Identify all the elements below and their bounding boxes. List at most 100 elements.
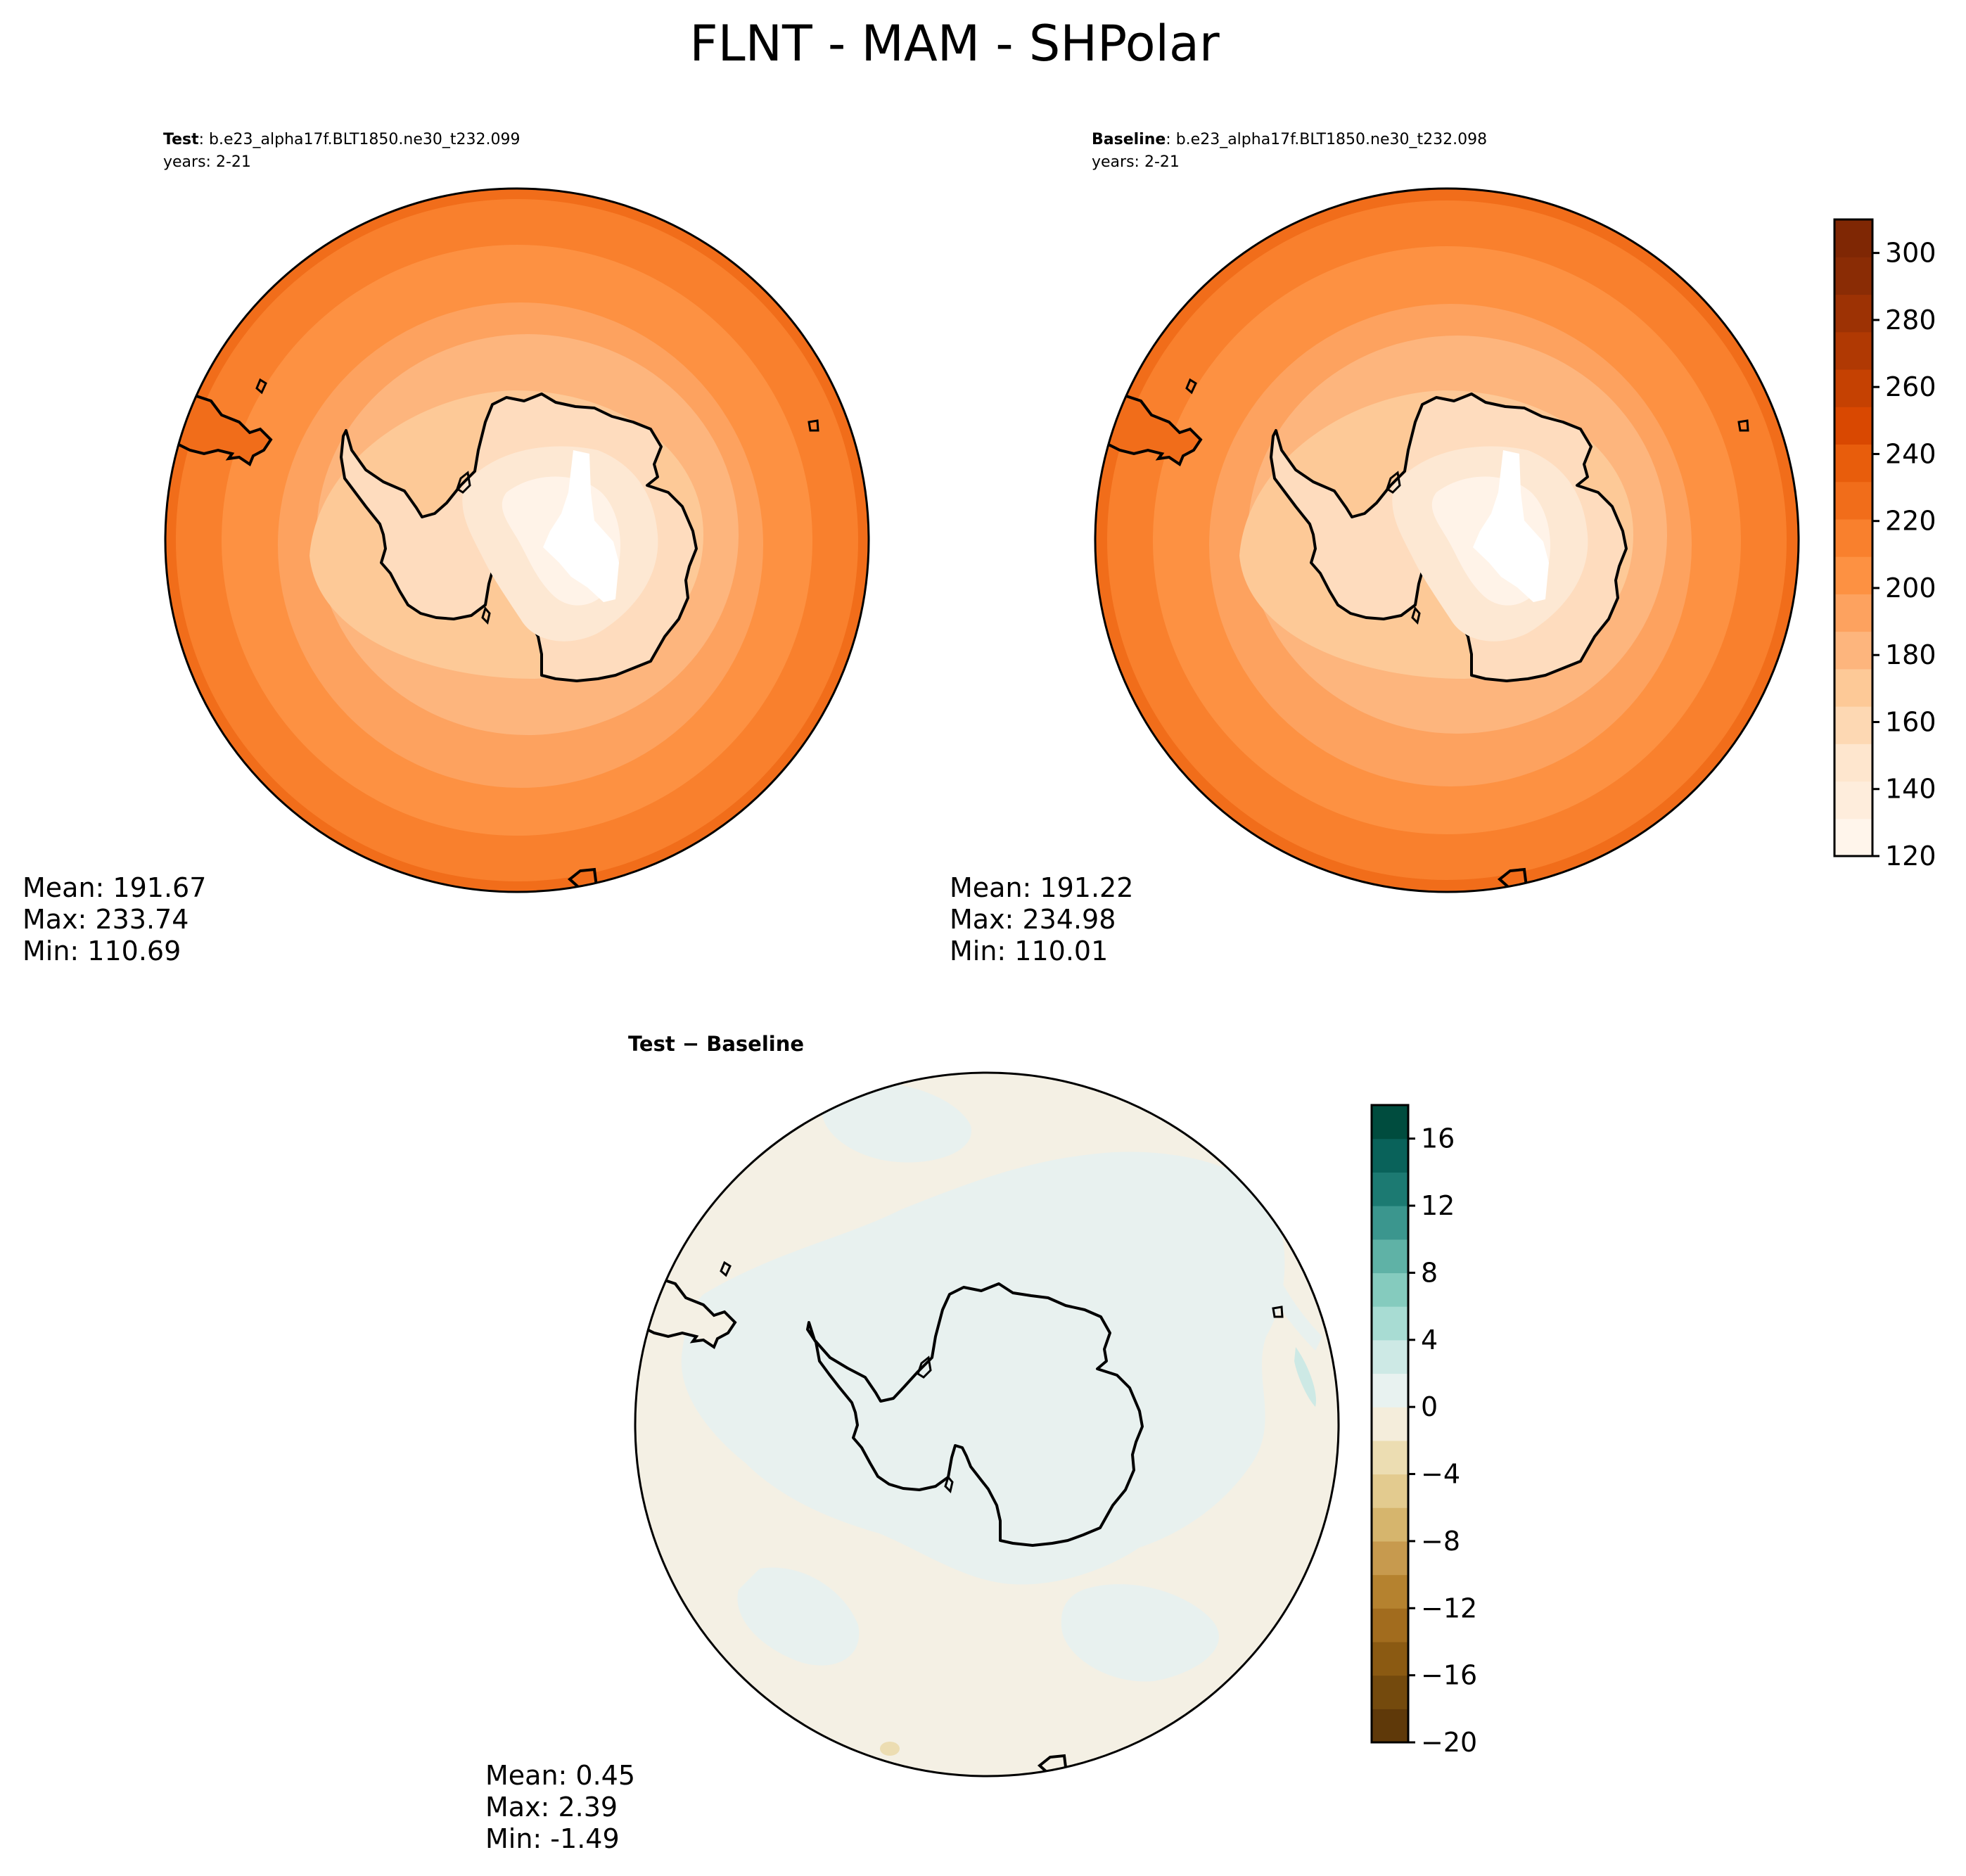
diff-colorbar-swatch [1372,1239,1408,1274]
diff-colorbar-swatch [1372,1474,1408,1508]
main-colorbar: 120 140 160 180 200 220 240 260 280 300 [1833,218,1936,872]
diff-colorbar-swatch [1372,1540,1408,1576]
diff-positive-region-5 [1231,1196,1322,1351]
diff-colorbar-swatch [1372,1306,1408,1341]
diff-colorbar-tick-label: 8 [1421,1257,1438,1288]
diff-colorbar-swatch [1372,1339,1408,1374]
diff-colorbar-tick-label: 4 [1421,1325,1438,1355]
diff-map-border [634,1071,1340,1778]
diff-colorbar-swatch [1372,1172,1408,1206]
figure-title: FLNT - MAM - SHPolar [689,15,1220,72]
test-max: Max: 233.74 [23,904,189,935]
baseline-island-2 [1411,606,1421,625]
main-colorbar-tick-label: 300 [1885,238,1936,269]
diff-colorbar-swatch [1372,1507,1408,1542]
test-map-border [164,187,870,893]
diff-panel: Test − Baseline Mean: 0.45 Max: 2.39 Min… [485,1032,1340,1854]
baseline-map [1095,189,1799,892]
baseline-map-border [1094,187,1800,893]
main-colorbar-swatch [1834,294,1872,333]
main-colorbar-swatch [1834,219,1872,257]
test-kerguelen [808,419,819,432]
diff-colorbar-swatch [1372,1206,1408,1240]
baseline-label-bold: Baseline [1092,131,1166,148]
baseline-panel-label: Baseline: b.e23_alpha17f.BLT1850.ne30_t2… [1092,131,1487,148]
baseline-falklands [1185,378,1197,395]
diff-positive-region-2 [1061,1584,1219,1682]
main-colorbar-tick-label: 140 [1885,774,1936,805]
main-colorbar-swatch [1834,744,1872,782]
main-colorbar-swatch [1834,631,1872,670]
main-colorbar-swatch [1834,407,1872,445]
main-colorbar-swatch [1834,818,1872,857]
diff-colorbar-swatch [1372,1641,1408,1676]
baseline-island-1 [1386,471,1401,494]
diff-colorbar-tick-label: 16 [1421,1123,1455,1154]
diff-colorbar-swatch [1372,1138,1408,1173]
baseline-ice-min [1473,450,1549,602]
diff-colorbar-swatch [1372,1272,1408,1307]
main-colorbar-frame [1833,218,1874,857]
diff-colorbar-frame [1370,1104,1410,1744]
diff-colorbar-swatch [1372,1675,1408,1709]
test-panel: Test: b.e23_alpha17f.BLT1850.ne30_t232.0… [23,131,870,966]
diff-island-1 [917,1355,932,1379]
main-colorbar-swatch [1834,444,1872,483]
diff-colorbar-tick-label: −4 [1421,1459,1460,1490]
baseline-panel: Baseline: b.e23_alpha17f.BLT1850.ne30_t2… [950,131,1800,966]
test-panel-label: Test: b.e23_alpha17f.BLT1850.ne30_t232.0… [163,131,520,148]
diff-mean: Mean: 0.45 [485,1760,635,1791]
diff-colorbar: −20 −16 −12 −8 −4 0 4 8 12 16 [1370,1104,1477,1758]
main-colorbar-tick-label: 160 [1885,706,1936,737]
main-colorbar-swatch [1834,331,1872,370]
diff-colorbar-tick-label: 12 [1421,1190,1455,1221]
diff-colorbar-tick-label: −12 [1421,1593,1477,1623]
main-colorbar-swatch [1834,781,1872,819]
diff-colorbar-tick-label: −8 [1421,1526,1460,1557]
baseline-label-case: : b.e23_alpha17f.BLT1850.ne30_t232.098 [1166,131,1487,148]
baseline-kerguelen [1737,419,1749,432]
diff-colorbar-swatch [1372,1608,1408,1642]
test-island-2 [481,606,491,625]
test-falklands [255,378,267,395]
diff-teal-streak [1294,1347,1316,1407]
main-colorbar-tick-label: 220 [1885,506,1936,537]
diff-island-2 [944,1474,954,1493]
baseline-years: years: 2-21 [1092,153,1180,171]
main-colorbar-swatch [1834,668,1872,707]
test-min: Min: 110.69 [23,936,181,966]
diff-kerguelen [1272,1306,1284,1318]
test-mean: Mean: 191.67 [23,872,206,903]
test-south-america [167,392,273,467]
main-colorbar-tick-label: 240 [1885,438,1936,469]
test-label-bold: Test [163,131,199,148]
main-colorbar-tick-label: 260 [1885,371,1936,402]
baseline-min: Min: 110.01 [950,936,1108,966]
diff-negative-spot-2 [880,1742,900,1756]
baseline-south-america [1097,392,1203,467]
diff-colorbar-swatch [1372,1373,1408,1408]
main-colorbar-tick-label: 280 [1885,305,1936,336]
main-colorbar-swatch [1834,556,1872,594]
main-colorbar-tick-label: 200 [1885,573,1936,604]
test-ice-min [543,450,619,602]
diff-colorbar-tick-label: 0 [1421,1391,1438,1422]
main-colorbar-tick-label: 180 [1885,639,1936,670]
test-label-case: : b.e23_alpha17f.BLT1850.ne30_t232.099 [199,131,521,148]
diff-positive-region-3 [737,1567,860,1666]
diff-colorbar-tick-label: −20 [1421,1727,1477,1758]
diff-positive-region-4 [822,1082,971,1163]
test-years: years: 2-21 [163,153,251,171]
diff-antarctica [806,1282,1144,1547]
main-colorbar-swatch [1834,257,1872,295]
main-colorbar-tick-label: 120 [1885,841,1936,872]
diff-panel-title: Test − Baseline [628,1032,804,1056]
baseline-mean: Mean: 191.22 [950,872,1133,903]
diff-colorbar-swatch [1372,1440,1408,1475]
diff-colorbar-swatch [1372,1407,1408,1441]
diff-falklands [720,1261,732,1277]
main-colorbar-swatch [1834,369,1872,407]
diff-colorbar-tick-label: −16 [1421,1660,1477,1691]
diff-max: Max: 2.39 [485,1792,618,1823]
